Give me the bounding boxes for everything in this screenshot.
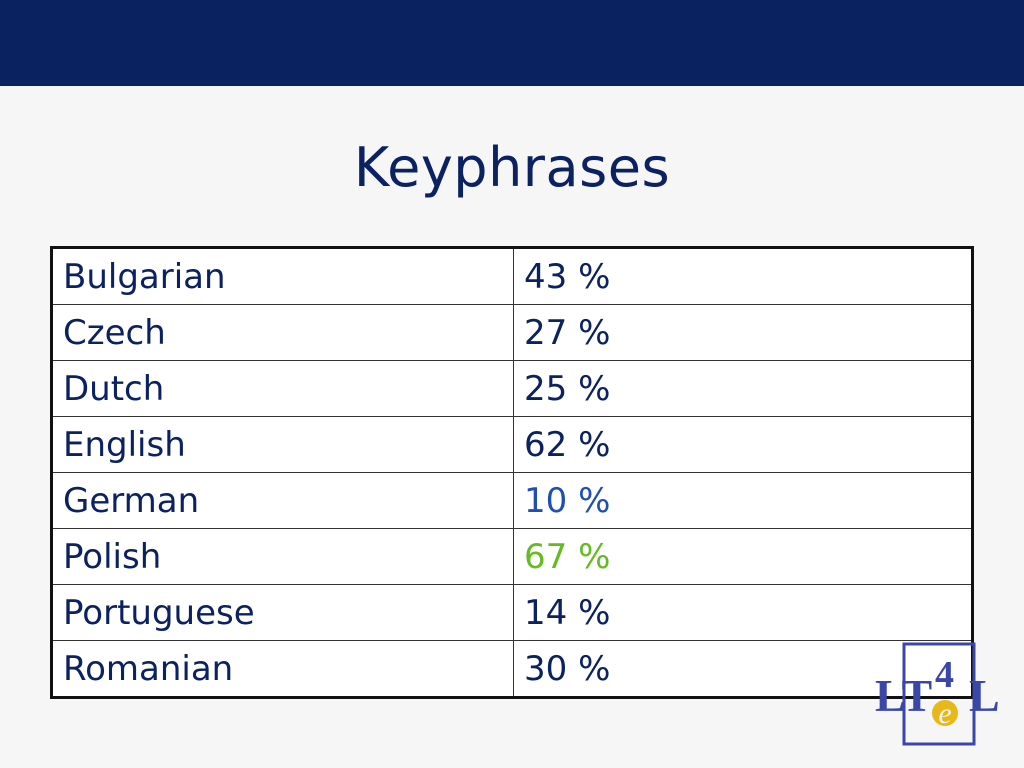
language-cell: Portuguese (51, 584, 514, 641)
table-row: English 62 % (51, 416, 973, 473)
percentage-cell: 10 % (513, 472, 973, 529)
logo-frame (902, 642, 976, 746)
table-row: German 10 % (51, 472, 973, 529)
logo-4-digit: 4 (935, 654, 954, 696)
table-row: Czech 27 % (51, 304, 973, 361)
logo-e-letter: e (938, 697, 951, 730)
language-cell: Romanian (51, 640, 514, 698)
lt4el-logo: e LT 4 L (875, 642, 1000, 746)
page-title: Keyphrases (353, 136, 671, 199)
language-cell: Polish (51, 528, 514, 585)
language-cell: Czech (51, 304, 514, 361)
language-cell: English (51, 416, 514, 473)
percentage-cell: 67 % (513, 528, 973, 585)
language-cell: Dutch (51, 360, 514, 417)
percentage-cell: 27 % (513, 304, 973, 361)
language-cell: Bulgarian (51, 247, 514, 305)
percentage-cell: 30 % (513, 640, 973, 698)
logo-e-circle (932, 700, 958, 726)
percentage-cell: 62 % (513, 416, 973, 473)
table-row: Romanian 30 % (51, 640, 973, 698)
header-bar (0, 0, 1024, 86)
percentage-cell: 25 % (513, 360, 973, 417)
percentage-cell: 14 % (513, 584, 973, 641)
table-row: Portuguese 14 % (51, 584, 973, 641)
logo-lt-letters: LT (875, 670, 932, 721)
logo-l-letter: L (969, 670, 1000, 721)
language-cell: German (51, 472, 514, 529)
table-row: Bulgarian 43 % (51, 247, 973, 305)
table-row: Polish 67 % (51, 528, 973, 585)
table-row: Dutch 25 % (51, 360, 973, 417)
keyphrases-table: Bulgarian 43 % Czech 27 % Dutch 25 % English 62… (50, 246, 974, 699)
percentage-cell: 43 % (513, 247, 973, 305)
